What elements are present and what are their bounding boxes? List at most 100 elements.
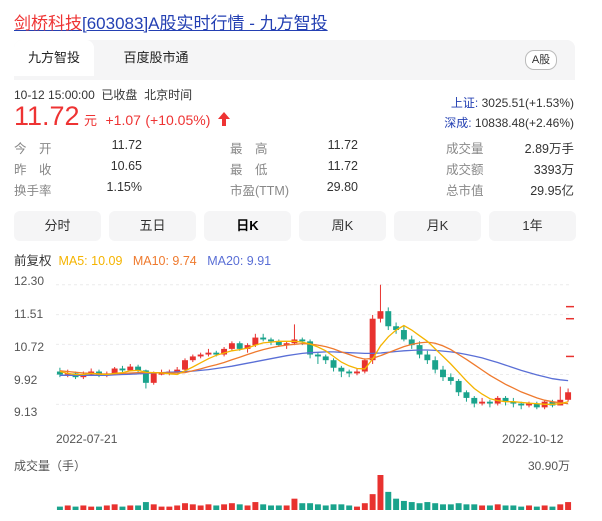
volume-bar <box>447 504 454 510</box>
ma20-line <box>59 349 569 382</box>
stat-label: 成交额 <box>446 163 484 177</box>
candle-body <box>228 343 235 349</box>
volume-bar <box>299 503 306 510</box>
volume-bar <box>174 505 181 510</box>
candle-body <box>518 403 525 406</box>
candle-body <box>307 341 314 355</box>
candle-body <box>205 352 212 355</box>
volume-bar <box>72 506 79 510</box>
candle-body <box>142 370 149 383</box>
page-title-rest[interactable]: [603083]A股实时行情 - 九方智投 <box>82 14 328 33</box>
candle-body <box>346 371 353 374</box>
volume-bar <box>338 504 345 510</box>
candle-body <box>471 397 478 404</box>
candle-body <box>424 354 431 361</box>
period-selector: 分时 五日 日K 周K 月K 1年 <box>14 211 576 241</box>
candle-body <box>197 354 204 357</box>
ma5-line <box>59 324 569 405</box>
price-change-pct: (+10.05%) <box>145 112 211 128</box>
period-daily-k[interactable]: 日K <box>204 211 291 241</box>
volume-bar <box>533 506 540 510</box>
candle-body <box>150 373 157 383</box>
y-tick-label: 12.30 <box>14 274 45 288</box>
period-1year[interactable]: 1年 <box>489 211 576 241</box>
candle-body <box>432 360 439 370</box>
candle-body <box>565 392 572 400</box>
index-shenzhen-name[interactable]: 深成: <box>444 116 472 130</box>
page-title[interactable]: 剑桥科技[603083]A股实时行情 - 九方智投 <box>14 9 328 34</box>
candle-body <box>377 311 384 319</box>
volume-bar <box>361 503 368 510</box>
tab-jiufang[interactable]: 九方智投 <box>14 40 94 76</box>
candle-body <box>385 311 392 327</box>
candle-body <box>275 341 282 346</box>
candle-body <box>189 356 196 361</box>
volume-bar <box>424 502 431 510</box>
period-5day[interactable]: 五日 <box>109 211 196 241</box>
volume-bar <box>400 500 407 510</box>
volume-bar <box>494 504 501 510</box>
candle-body <box>158 373 165 375</box>
volume-bar <box>158 506 165 510</box>
volume-bar <box>275 505 282 510</box>
legend-ma20: MA20: 9.91 <box>207 254 272 268</box>
candle-body <box>127 366 134 371</box>
index-shenzhen[interactable]: 深成: 10838.48(+2.46%) <box>444 114 574 131</box>
y-tick-label: 11.51 <box>14 307 44 321</box>
candle-body <box>502 397 509 402</box>
volume-bar <box>510 505 517 510</box>
adjust-mode[interactable]: 前复权 <box>14 254 52 268</box>
source-tabs-bar: 九方智投 百度股市通 A股 <box>14 40 575 80</box>
volume-bar <box>142 502 149 510</box>
index-shanghai[interactable]: 上证: 3025.51(+1.53%) <box>451 94 574 111</box>
volume-bar <box>127 505 134 510</box>
volume-bar <box>111 504 118 510</box>
volume-panel-label: 成交量（手） <box>14 459 87 473</box>
index-shenzhen-value: 10838.48(+2.46%) <box>474 116 574 130</box>
tab-baidu-stock[interactable]: 百度股市通 <box>123 50 189 65</box>
index-shanghai-name[interactable]: 上证: <box>450 96 479 110</box>
volume-bar <box>189 504 196 510</box>
candle-body <box>260 337 267 340</box>
stat-value-turnover-amount: 3393万 <box>533 163 574 177</box>
candle-body <box>314 354 321 357</box>
volume-bar <box>56 506 63 510</box>
stat-value-turnover-rate: 1.15% <box>106 180 142 194</box>
volume-bar <box>252 502 259 510</box>
volume-bar <box>96 506 102 510</box>
candle-body <box>479 401 486 404</box>
stat-value-open: 11.72 <box>111 138 142 152</box>
volume-bar <box>88 506 95 510</box>
timezone-label: 北京时间 <box>144 88 193 102</box>
volume-bar <box>432 503 439 510</box>
candle-body <box>440 369 446 378</box>
volume-bar <box>80 505 87 510</box>
volume-bar <box>268 505 274 510</box>
stat-value-low: 11.72 <box>327 159 358 173</box>
stock-name[interactable]: 剑桥科技 <box>14 14 82 33</box>
candle-body <box>244 345 251 349</box>
candle-body <box>463 392 470 398</box>
volume-bar <box>150 504 157 510</box>
candle-body <box>236 343 243 349</box>
x-start-label: 2022-07-21 <box>56 432 118 446</box>
volume-bar <box>541 505 548 510</box>
period-monthly-k[interactable]: 月K <box>394 211 481 241</box>
y-tick-label: 10.72 <box>14 340 45 354</box>
current-price: 11.72 <box>14 101 80 131</box>
candle-body <box>369 318 376 361</box>
ma-legend: 前复权 MA5: 10.09 MA10: 9.74 MA20: 9.91 <box>14 250 271 269</box>
candle-body <box>252 337 259 346</box>
candle-body <box>400 330 407 340</box>
volume-bar <box>479 505 486 510</box>
volume-bar <box>307 503 314 510</box>
y-tick-label: 9.13 <box>14 405 38 419</box>
stat-label: 最 高 <box>230 142 268 156</box>
period-intraday[interactable]: 分时 <box>14 211 101 241</box>
period-weekly-k[interactable]: 周K <box>299 211 386 241</box>
stat-label: 换手率 <box>14 184 52 198</box>
candle-body <box>221 348 228 355</box>
candle-body <box>486 401 493 404</box>
candle-body <box>361 360 368 372</box>
